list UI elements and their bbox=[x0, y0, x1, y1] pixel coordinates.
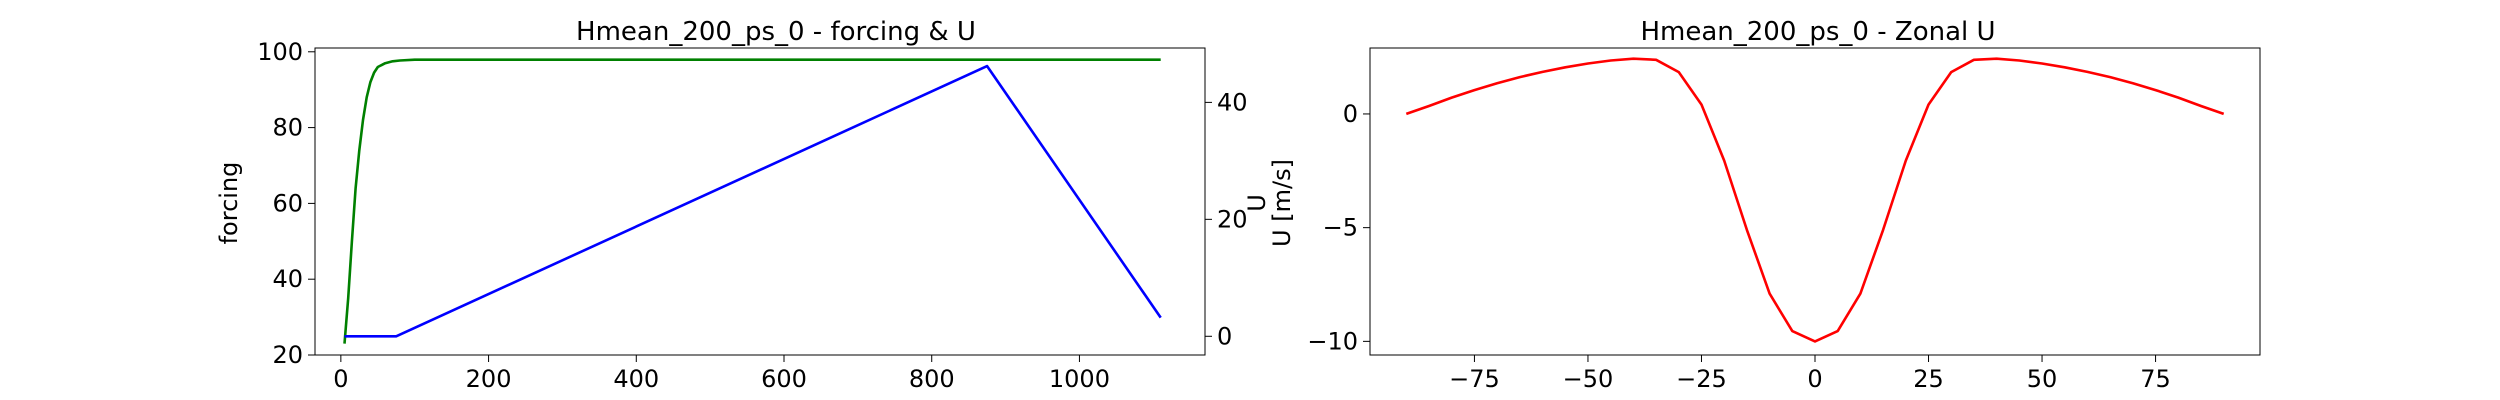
chart1-series-line-2 bbox=[344, 64, 1162, 338]
chart1-lines bbox=[343, 58, 1162, 344]
chart2-frame bbox=[1369, 47, 2261, 356]
chart1-xtick-label: 1000 bbox=[1049, 365, 1110, 393]
chart2-xtick-label: 75 bbox=[2140, 365, 2171, 393]
chart2-ticks: −75 −50 −25 0 25 50 75−10−50 bbox=[1307, 100, 2170, 393]
chart1-series-line-1 bbox=[343, 58, 1161, 344]
chart2-xtick-label: −75 bbox=[1449, 365, 1500, 393]
chart1-y2tick-label: 0 bbox=[1217, 322, 1232, 350]
chart1-ylabel: forcing bbox=[215, 162, 243, 245]
chart1-ytick-label: 40 bbox=[272, 265, 303, 293]
chart1-ytick-label: 80 bbox=[272, 114, 303, 142]
chart2-series-line-1 bbox=[1405, 57, 2225, 343]
chart1-title: Hmean_200_ps_0 - forcing & U bbox=[576, 17, 976, 47]
chart2-xtick-label: 50 bbox=[2027, 365, 2058, 393]
chart1-frame bbox=[314, 47, 1206, 356]
chart2-lines bbox=[1405, 57, 2225, 343]
chart1-ytick-label: 20 bbox=[272, 341, 303, 369]
chart-forcing-u: Hmean_200_ps_0 - forcing & U forcing U 0… bbox=[215, 17, 1271, 393]
chart2-ytick-label: −5 bbox=[1323, 214, 1358, 242]
chart2-xtick-label: −50 bbox=[1563, 365, 1614, 393]
chart1-xtick-label: 600 bbox=[761, 365, 807, 393]
chart2-ytick-label: −10 bbox=[1307, 327, 1358, 355]
chart1-xtick-label: 200 bbox=[466, 365, 512, 393]
chart1-y2tick-label: 20 bbox=[1217, 205, 1248, 233]
chart-zonal-u: Hmean_200_ps_0 - Zonal U U [m/s] −75 −50−… bbox=[1268, 17, 2261, 393]
chart1-xtick-label: 400 bbox=[613, 365, 659, 393]
chart1-y2label: U bbox=[1243, 194, 1271, 212]
chart2-ytick-label: 0 bbox=[1343, 100, 1358, 128]
chart1-ytick-label: 100 bbox=[257, 38, 303, 66]
chart2-xtick-label: −25 bbox=[1676, 365, 1727, 393]
chart2-title: Hmean_200_ps_0 - Zonal U bbox=[1640, 17, 1995, 47]
chart1-ytick-label: 60 bbox=[272, 189, 303, 217]
chart2-xtick-label: 25 bbox=[1913, 365, 1944, 393]
chart2-ylabel: U [m/s] bbox=[1268, 159, 1296, 247]
chart1-y2tick-label: 40 bbox=[1217, 88, 1248, 116]
chart2-xtick-label: 0 bbox=[1807, 365, 1822, 393]
chart1-xtick-label: 0 bbox=[333, 365, 348, 393]
chart1-xtick-label: 800 bbox=[909, 365, 955, 393]
